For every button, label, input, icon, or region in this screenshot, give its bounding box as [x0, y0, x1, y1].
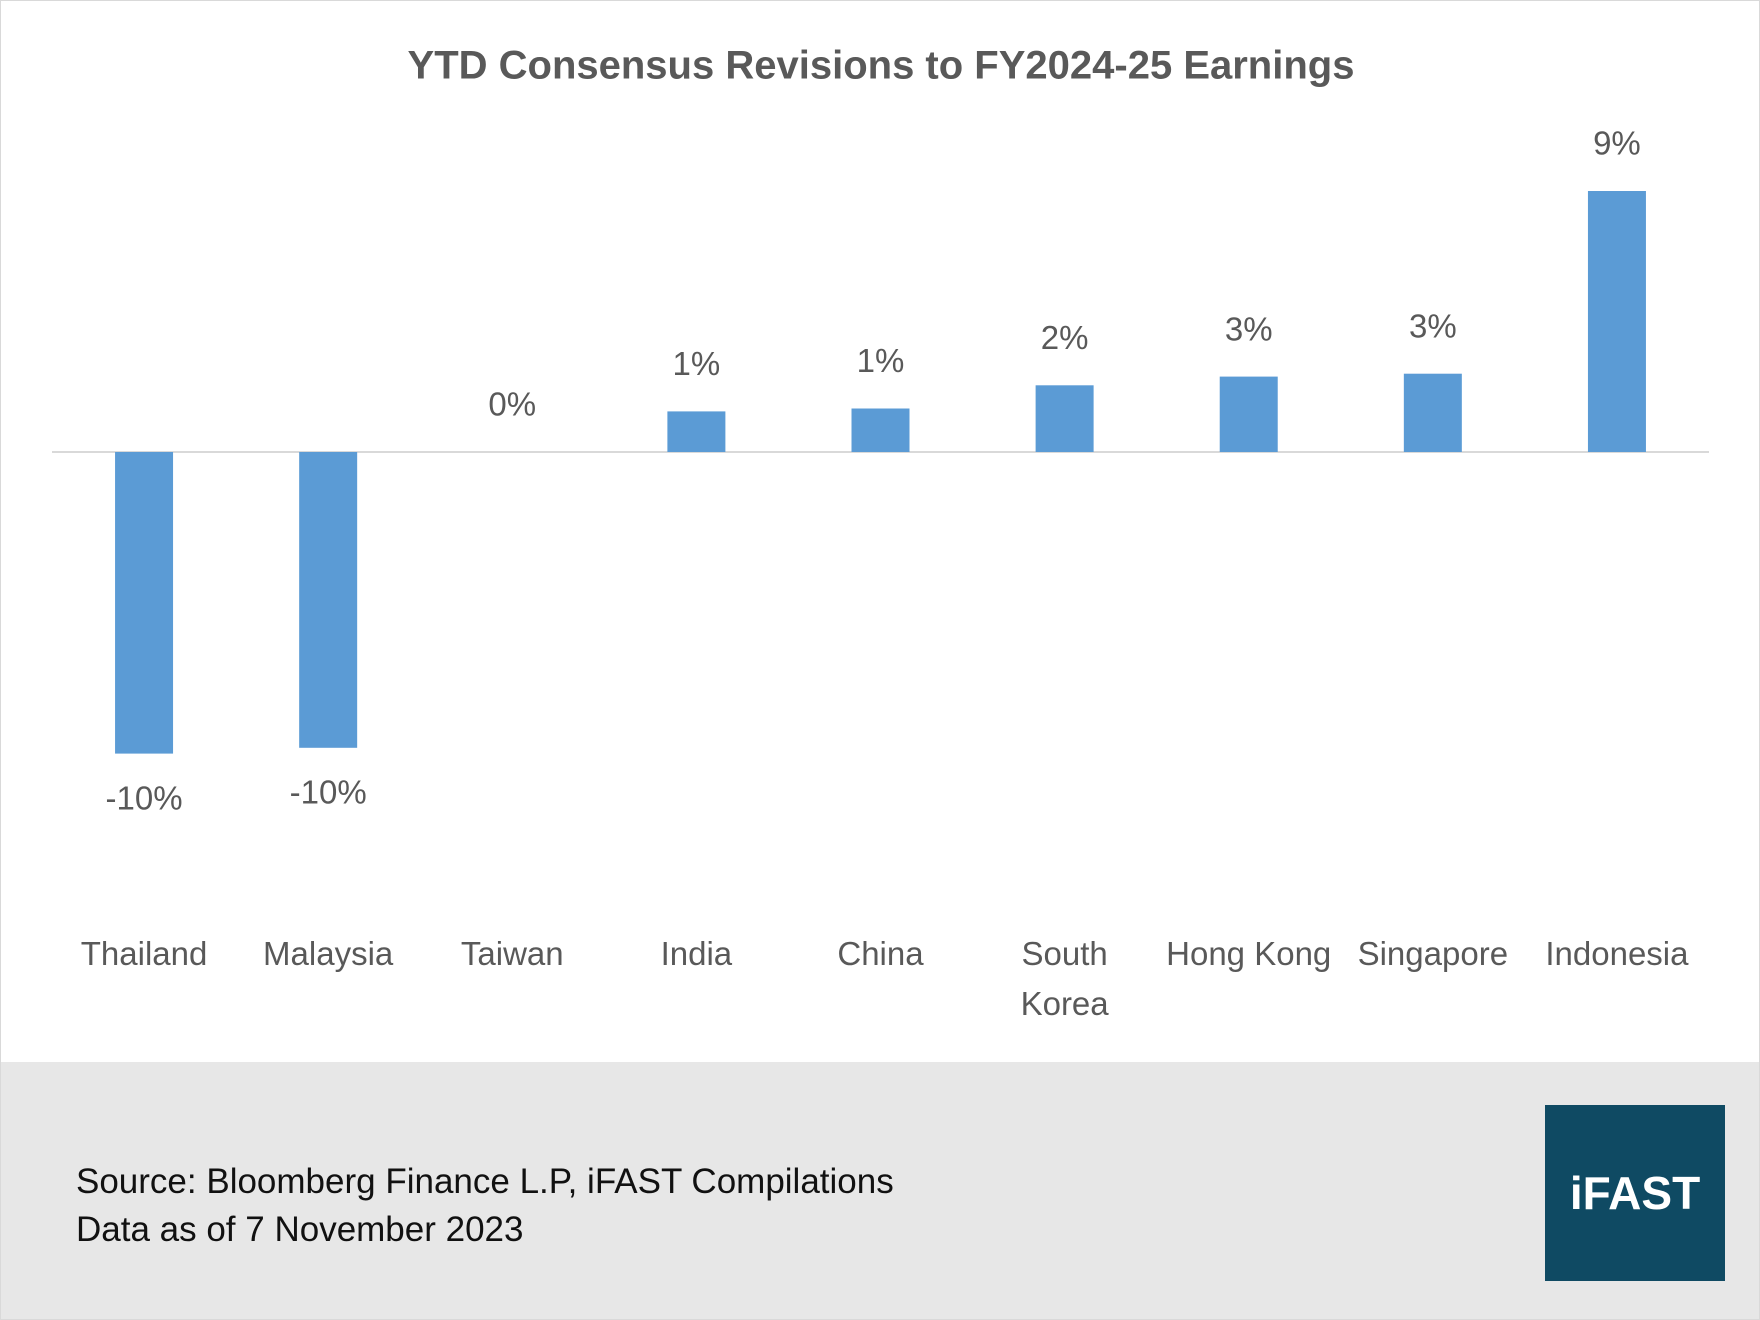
x-tick-label: South Korea [1020, 935, 1109, 1022]
data-label: -10% [290, 774, 367, 811]
bar [115, 452, 174, 754]
data-label: 9% [1593, 125, 1641, 162]
bar [1035, 385, 1094, 452]
x-tick-label: Singapore [1357, 935, 1509, 972]
source-note: Source: Bloomberg Finance L.P, iFAST Com… [76, 1162, 894, 1201]
date-note: Data as of 7 November 2023 [76, 1210, 524, 1249]
bar [1219, 376, 1278, 452]
x-tick-label: China [837, 935, 924, 972]
x-tick-label: Indonesia [1545, 935, 1689, 972]
data-label: 1% [673, 345, 721, 382]
data-label: 2% [1041, 319, 1089, 356]
x-tick-label: India [660, 935, 733, 972]
data-label: 0% [488, 386, 536, 423]
x-tick-label: Taiwan [460, 935, 564, 972]
footer: Source: Bloomberg Finance L.P, iFAST Com… [1, 1062, 1759, 1319]
data-label: 3% [1409, 307, 1457, 344]
bar [667, 411, 726, 452]
bar [1403, 373, 1462, 452]
data-label: 1% [857, 342, 905, 379]
logo: iFAST [1545, 1105, 1725, 1281]
x-tick-label: Malaysia [263, 935, 394, 972]
x-tick-label: Thailand [80, 935, 208, 972]
chart: YTD Consensus Revisions to FY2024-25 Ear… [52, 44, 1709, 816]
chart-title: YTD Consensus Revisions to FY2024-25 Ear… [408, 44, 1355, 88]
x-tick-label: Hong Kong [1166, 935, 1332, 972]
bar [1587, 191, 1646, 452]
data-label: 3% [1225, 310, 1273, 347]
bar [299, 452, 358, 748]
data-label: -10% [106, 779, 183, 816]
bar [851, 408, 910, 452]
